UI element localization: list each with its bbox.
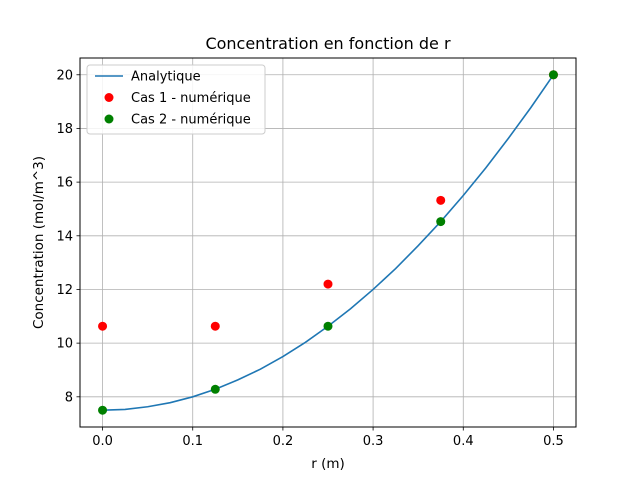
cas-1-point bbox=[210, 321, 220, 331]
cas-1-point bbox=[323, 279, 333, 289]
x-tick-label: 0.1 bbox=[182, 434, 203, 449]
cas-2-point bbox=[436, 217, 446, 227]
x-tick-label: 0.2 bbox=[273, 434, 294, 449]
y-tick-label: 12 bbox=[56, 283, 73, 298]
x-tick-label: 0.4 bbox=[453, 434, 474, 449]
y-tick-label: 8 bbox=[65, 390, 73, 405]
legend-box bbox=[86, 64, 266, 135]
cas-2-point bbox=[323, 321, 333, 331]
cas-1-point bbox=[98, 321, 108, 331]
grid bbox=[80, 58, 576, 427]
cas-2-point bbox=[98, 405, 108, 415]
cas-2-point bbox=[210, 384, 220, 394]
y-axis-ticks: 8 10 12 14 16 18 20 bbox=[56, 68, 80, 405]
y-tick-label: 16 bbox=[56, 176, 73, 191]
y-tick-label: 20 bbox=[56, 68, 73, 83]
x-tick-label: 0.5 bbox=[543, 434, 564, 449]
chart-title: Concentration en fonction de r bbox=[205, 34, 451, 53]
legend: Analytique Cas 1 - numérique Cas 2 - numér… bbox=[86, 64, 266, 135]
legend-marker-swatch bbox=[104, 114, 114, 124]
y-tick-label: 14 bbox=[56, 229, 73, 244]
cas-2-point bbox=[548, 70, 558, 80]
x-tick-label: 0.0 bbox=[92, 434, 113, 449]
y-tick-label: 10 bbox=[56, 337, 73, 352]
cas-1-point bbox=[436, 195, 446, 205]
legend-entry-label: Analytique bbox=[131, 70, 201, 85]
scatter-series-layer bbox=[98, 70, 558, 415]
x-tick-label: 0.3 bbox=[363, 434, 384, 449]
y-axis-label: Concentration (mol/m^3) bbox=[31, 156, 47, 329]
legend-entry-label: Cas 2 - numérique bbox=[131, 113, 251, 128]
plot-area-frame bbox=[79, 57, 577, 428]
x-axis-label: r (m) bbox=[311, 456, 345, 472]
legend-marker-swatch bbox=[104, 93, 114, 102]
y-tick-label: 18 bbox=[56, 122, 73, 137]
legend-entry-label: Cas 1 - numérique bbox=[131, 91, 251, 106]
x-axis-ticks: 0.0 0.1 0.2 0.3 0.4 0.5 bbox=[92, 427, 564, 449]
